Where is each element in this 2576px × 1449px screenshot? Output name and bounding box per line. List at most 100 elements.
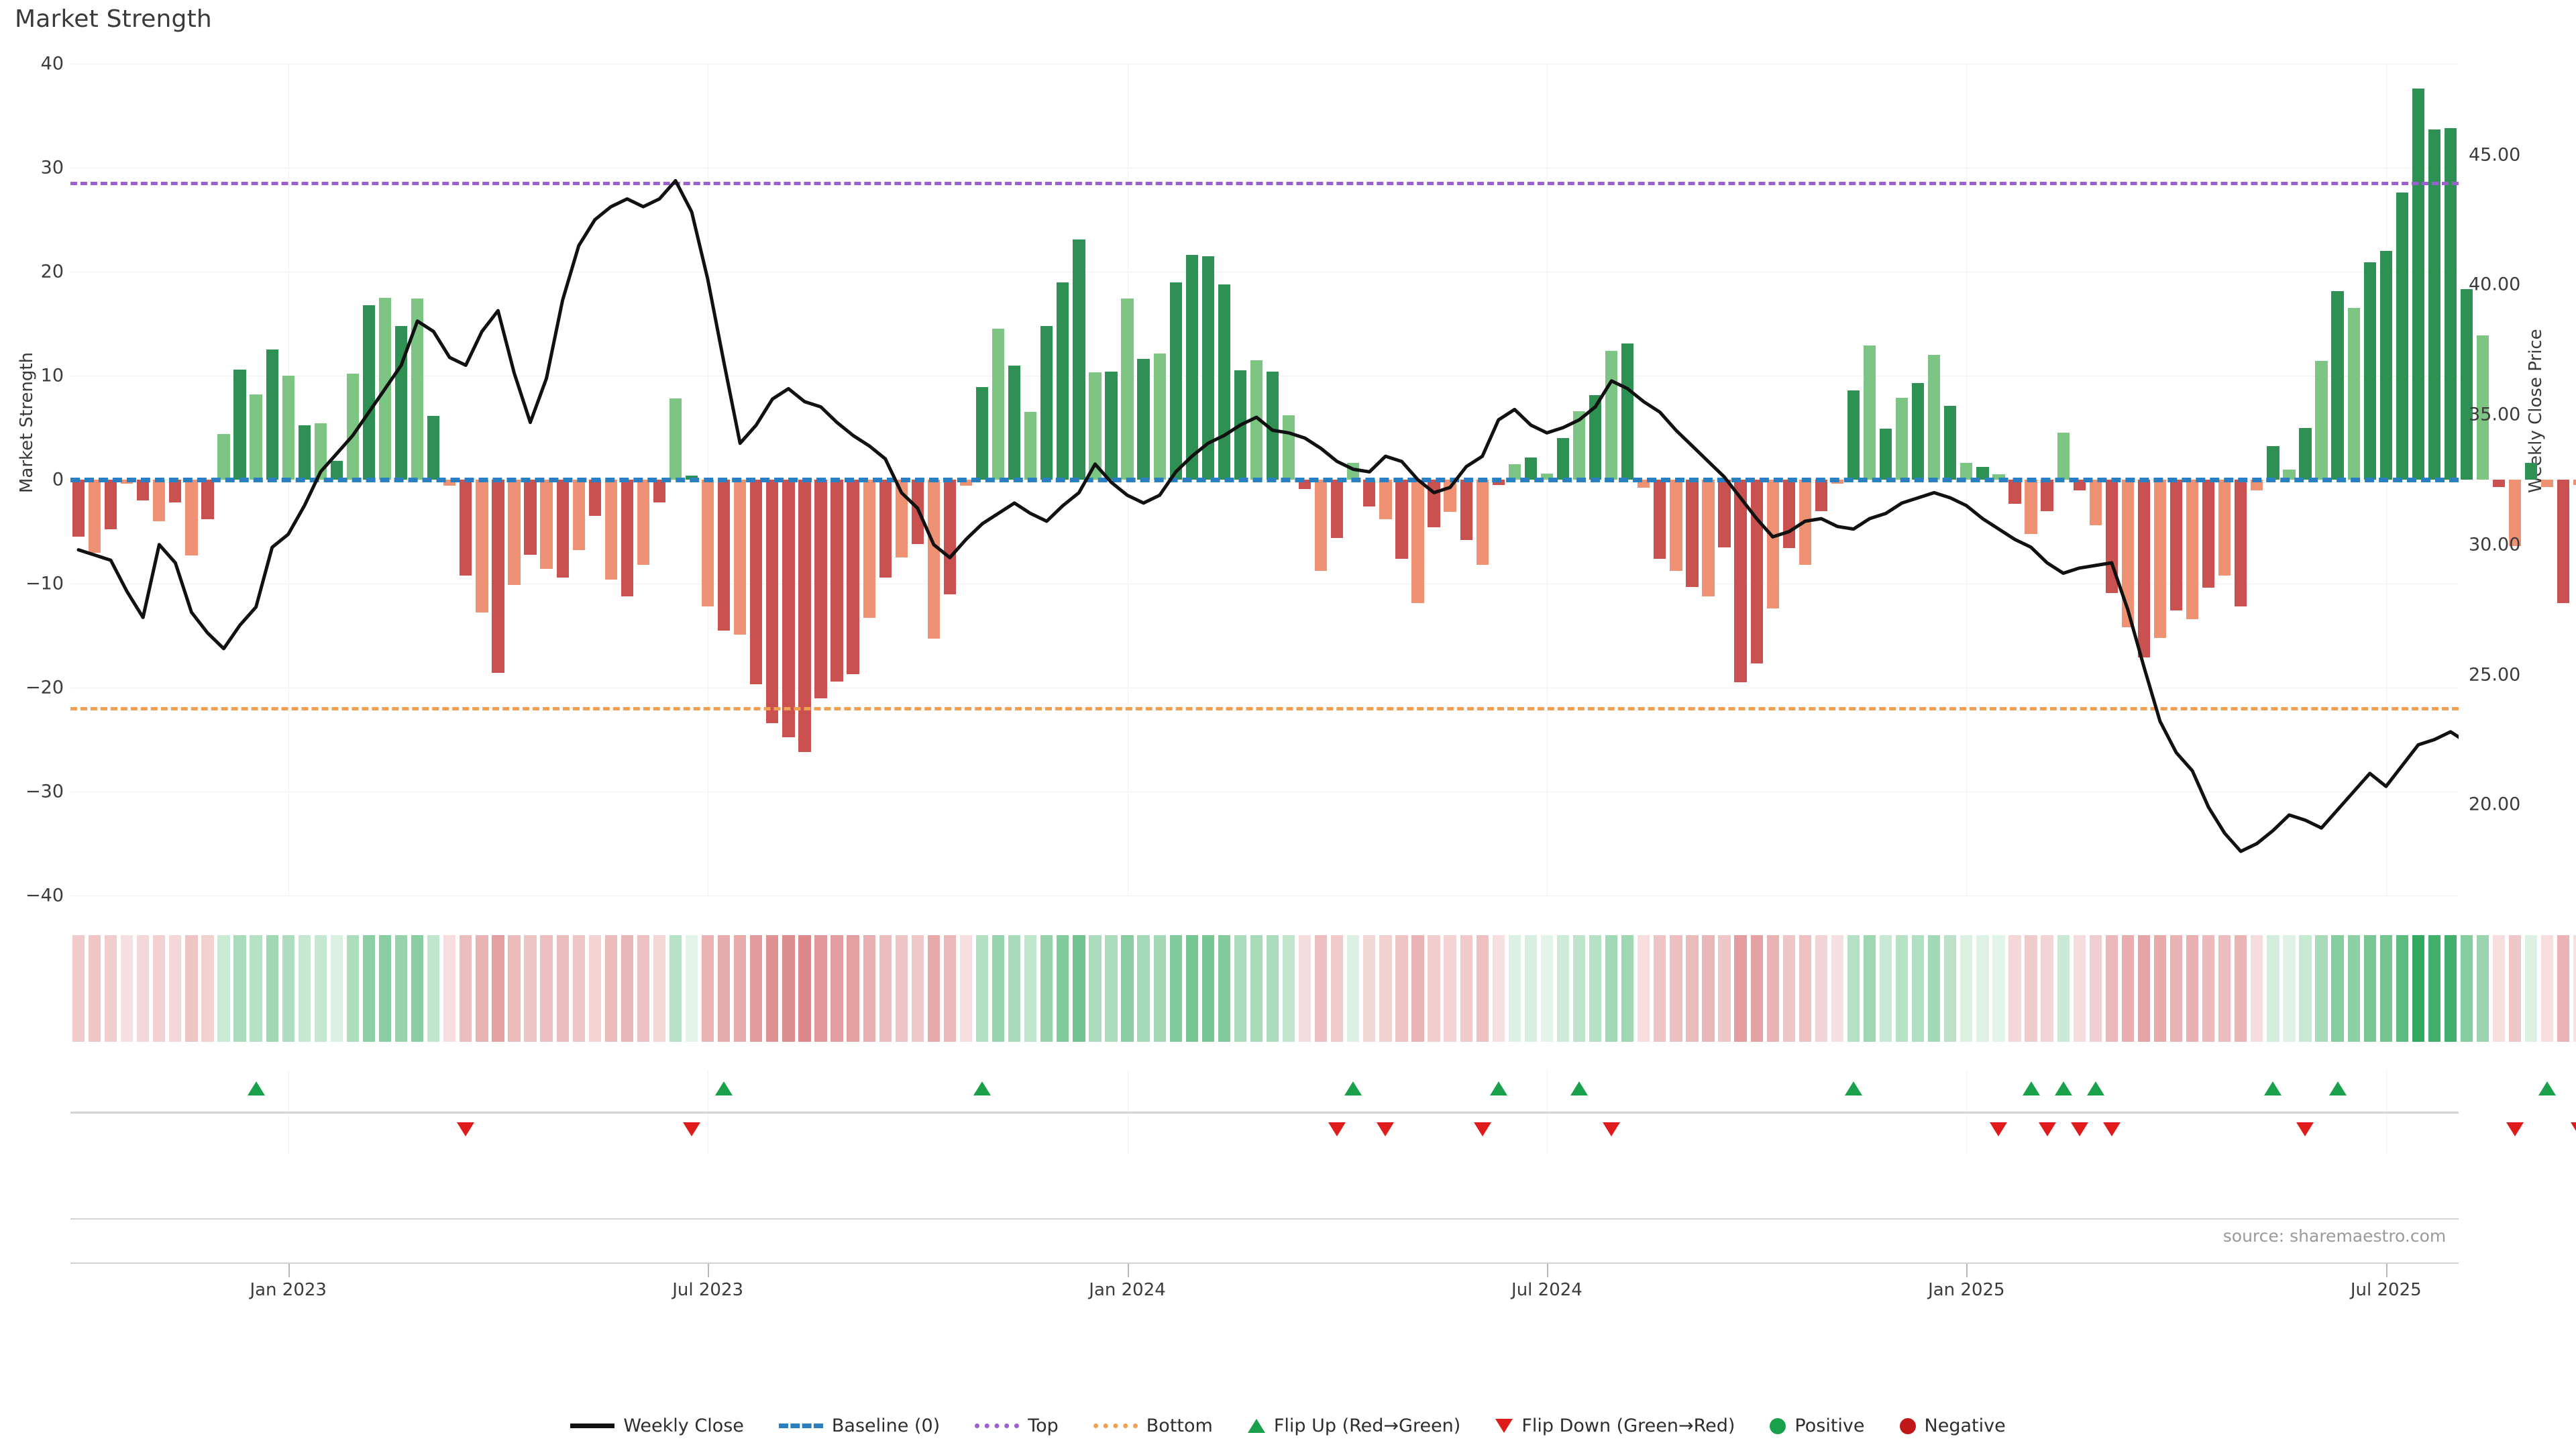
heatmap-cell (2025, 935, 2037, 1042)
heatmap-cell (1428, 935, 1440, 1042)
heatmap-cell (2509, 935, 2522, 1042)
heatmap-cell (2137, 935, 2151, 1042)
heatmap-cell (508, 935, 521, 1042)
heatmap-cell (2235, 935, 2247, 1042)
heatmap-cell (1379, 935, 1392, 1042)
left-axis-tick-label: −10 (25, 573, 64, 594)
bottom-axis-line (70, 1263, 2459, 1264)
heatmap-cell (1073, 935, 1085, 1042)
heatmap-cell (169, 935, 182, 1042)
strength-bar (2137, 480, 2151, 658)
heatmap-cell (1734, 935, 1747, 1042)
heatmap-cell (1411, 935, 1424, 1042)
strength-bar (1976, 467, 1989, 480)
left-axis-tick-label: 40 (40, 53, 64, 74)
heatmap-cell (2347, 935, 2360, 1042)
legend-item-positive[interactable]: Positive (1770, 1415, 1865, 1436)
flip-down-marker-icon (2070, 1122, 2088, 1136)
strength-bar (2557, 480, 2570, 604)
heatmap-cell (879, 935, 892, 1042)
heatmap-cell (572, 935, 585, 1042)
heatmap-cell (1540, 935, 1554, 1042)
strength-bar (427, 416, 440, 480)
strength-bar (2315, 361, 2328, 480)
strength-bar (1508, 464, 1521, 480)
right-axis-tick-label: 40.00 (2469, 274, 2521, 295)
strength-bar (1250, 360, 1263, 480)
legend-item-flip-down-green-red[interactable]: Flip Down (Green→Red) (1495, 1415, 1735, 1436)
strength-bar (653, 480, 666, 503)
heatmap-cell (121, 935, 133, 1042)
heatmap-cell (1718, 935, 1731, 1042)
strength-bar (1379, 480, 1392, 519)
legend-item-flip-up-red-green[interactable]: Flip Up (Red→Green) (1247, 1415, 1460, 1436)
heatmap-cell (1121, 935, 1134, 1042)
heatmap-cell (814, 935, 827, 1042)
flip-down-marker-icon (2102, 1122, 2121, 1136)
strength-bar (2218, 480, 2231, 576)
baseline-zero-line (70, 478, 2459, 482)
legend-item-top[interactable]: Top (975, 1415, 1059, 1436)
strength-bar (1540, 473, 1554, 480)
heatmap-cell (2186, 935, 2199, 1042)
strength-bar (1815, 480, 1827, 511)
source-note: source: sharemaestro.com (2222, 1226, 2447, 1246)
strength-bar (1073, 239, 1085, 480)
legend-item-bottom[interactable]: Bottom (1093, 1415, 1213, 1436)
legend-item-weekly-close[interactable]: Weekly Close (570, 1415, 744, 1436)
flip-up-marker-icon (1489, 1081, 1507, 1095)
strength-bar (1331, 480, 1344, 538)
strength-bar (1766, 480, 1779, 609)
legend-item-label: Positive (1794, 1415, 1865, 1436)
heatmap-cell (1912, 935, 1925, 1042)
strength-bar (1912, 382, 1925, 480)
strength-bar (2008, 480, 2021, 504)
heatmap-cell (1831, 935, 1844, 1042)
heatmap-cell (1670, 935, 1682, 1042)
strength-bar (1040, 325, 1053, 480)
heatmap-cell (1492, 935, 1505, 1042)
heatmap-cell (476, 935, 488, 1042)
strength-bar (2541, 480, 2554, 487)
heatmap-cell (1654, 935, 1666, 1042)
strength-bar (217, 433, 230, 480)
heatmap-cell (427, 935, 440, 1042)
heatmap-cell (250, 935, 262, 1042)
heatmap-cell (492, 935, 504, 1042)
heatmap-cell (1847, 935, 1860, 1042)
strength-bar (1654, 480, 1666, 559)
heatmap-cell (2218, 935, 2231, 1042)
heatmap-cell (653, 935, 666, 1042)
strength-bar (637, 480, 650, 566)
heatmap-cell (1315, 935, 1328, 1042)
heatmap-cell (217, 935, 230, 1042)
heatmap-cell (1089, 935, 1102, 1042)
heatmap-cell (1508, 935, 1521, 1042)
strength-bar (2509, 480, 2522, 547)
heatmap-cell (524, 935, 537, 1042)
strength-bar (1476, 480, 1489, 566)
legend-item-label: Negative (1924, 1415, 2006, 1436)
x-axis-tick-label: Jul 2023 (672, 1280, 744, 1300)
heatmap-cell (1282, 935, 1295, 1042)
flip-up-marker-icon (1344, 1081, 1362, 1095)
x-axis-tick-label: Jan 2025 (1928, 1280, 2005, 1300)
flip-up-marker-icon (1570, 1081, 1589, 1095)
strength-bar (1411, 480, 1424, 604)
legend-item-baseline-0[interactable]: Baseline (0) (778, 1415, 940, 1436)
legend-item-negative[interactable]: Negative (1899, 1415, 2006, 1436)
right-axis-tick-label: 30.00 (2469, 534, 2521, 555)
heatmap-cell (2105, 935, 2118, 1042)
heatmap-cell (282, 935, 294, 1042)
heatmap-cell (1815, 935, 1827, 1042)
heatmap-cell (1395, 935, 1408, 1042)
heatmap-cell (1363, 935, 1376, 1042)
heatmap-cell (911, 935, 924, 1042)
legend-item-label: Bottom (1146, 1415, 1213, 1436)
strength-bar (991, 329, 1005, 480)
strength-bar (2573, 480, 2576, 485)
heatmap-cell (1201, 935, 1214, 1042)
heatmap-cell (266, 935, 278, 1042)
right-axis-tick-label: 25.00 (2469, 664, 2521, 686)
heatmap-cell (1524, 935, 1538, 1042)
